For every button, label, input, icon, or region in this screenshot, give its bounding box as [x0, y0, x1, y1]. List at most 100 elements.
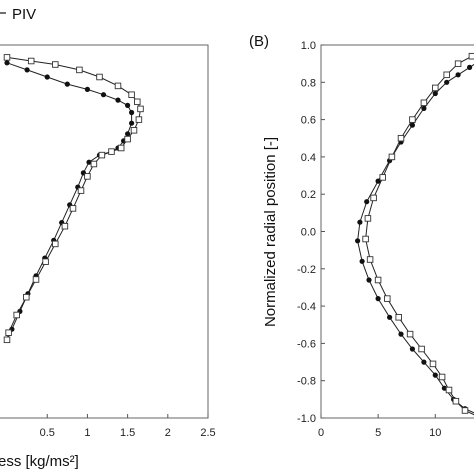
panel-a-series-2-point — [3, 336, 11, 344]
panel-b-x-tick-label: 5 — [375, 427, 381, 439]
panel-a-series-2-point — [69, 205, 77, 212]
panel-b-series-1-point — [375, 178, 381, 184]
panel-b-series-1-point — [409, 122, 415, 128]
panel-b-series-1-point — [432, 372, 438, 378]
panel-b-series-1-point — [359, 258, 365, 264]
panel-b-series-1-line — [357, 63, 474, 414]
panel-a-xlabel: ess [kg/ms²] — [0, 453, 79, 470]
panel-a-series-2-point — [117, 144, 125, 152]
panel-b-series-2-point — [461, 407, 469, 414]
panel-a-x-tick-label: 2.5 — [200, 427, 215, 439]
panel-a-x-tick-label: 0.5 — [40, 427, 55, 439]
panel-b-frame — [320, 44, 474, 419]
panel-b-y-tick-label: 0.0 — [301, 227, 316, 239]
panel-b-series-1-point — [398, 331, 404, 337]
panel-a-series-2-point — [52, 240, 59, 248]
panel-a-series-2-point — [77, 187, 85, 194]
panel-b-series-1-point — [409, 346, 415, 352]
panel-b-series-1-point — [366, 277, 372, 283]
panel-a-series-2-point — [23, 293, 30, 301]
panel-a-series-2-point — [135, 116, 143, 123]
panel-b-series-2-line — [365, 54, 474, 416]
panel-b-series-2-point — [443, 71, 450, 79]
panel-b-x-ticks: 0 5 10 — [318, 414, 441, 439]
panel-b-series-2-point — [438, 373, 446, 381]
panel-b-series-1-point — [355, 238, 361, 244]
panel-b-series-2-point — [445, 386, 453, 394]
panel-b-series — [355, 52, 474, 416]
panel-b-x-tick-label: 10 — [429, 427, 441, 439]
panel-b-y-tick-label: 0.4 — [301, 152, 316, 164]
panel-a-series-2-point — [114, 82, 122, 90]
panel-b-y-tick-label: 1.0 — [301, 40, 316, 52]
panel-a-series-1-point — [84, 86, 90, 92]
panel-a-x-tick-label: 1.5 — [120, 427, 135, 439]
panel-b-y-tick-label: 0.6 — [301, 115, 316, 127]
panel-b-series-2-point — [362, 235, 369, 243]
panel-b-series-1-point — [421, 105, 427, 111]
panel-b-y-tick-label: -0.4 — [297, 301, 316, 313]
panel-b-series-1-point — [387, 314, 393, 320]
panel-b-series-1-point — [467, 64, 473, 70]
panel-a-series-2-point — [76, 66, 83, 74]
panel-a-x-tick-label: 1 — [84, 427, 90, 439]
panel-a-series-2-point — [84, 173, 91, 180]
panel-a-series-2-point — [42, 258, 49, 265]
panel-b-y-tick-label: -1.0 — [297, 413, 316, 425]
panel-b-series-2-point — [454, 60, 462, 67]
panel-b-series-2-point — [379, 174, 386, 181]
panel-a-series-2-point — [134, 98, 141, 106]
panel-a-x-tick-label: 2 — [165, 427, 171, 439]
panel-a-series-2-point — [5, 329, 12, 336]
panel-b-series-1-point — [432, 90, 438, 97]
panel-a-series-1-point — [129, 120, 135, 126]
panel-a-series-1-point — [115, 97, 121, 103]
panel-b-series-2-point — [384, 295, 391, 302]
panel-a-series-2-point — [137, 105, 144, 113]
panel-b-series-2-point — [366, 256, 374, 263]
panel-b-series-2-point — [370, 194, 377, 202]
panel-a-series-1-point — [125, 131, 131, 137]
panel-b-series-2-point — [388, 153, 396, 161]
legend: PIV — [0, 6, 36, 23]
panel-a-series-1-point — [129, 109, 135, 116]
panel-a: 0.5 1 1.5 2 2.5 ess [kg/ms²] — [0, 44, 216, 470]
panel-a-series-1-point — [64, 81, 70, 87]
panel-a-series-1-point — [86, 159, 92, 165]
panel-a-series-2-point — [13, 311, 20, 319]
panel-b-series-1-point — [364, 199, 370, 205]
panel-a-series-1-point — [24, 67, 30, 73]
panel-b-series-1-point — [375, 296, 381, 302]
panel-a-series-2-point — [3, 54, 11, 61]
panel-a-series-2-point — [124, 135, 131, 143]
panel-b: (B) 1.0 0.8 0.6 0.4 0.2 0.0 -0.2 -0.4 -0.6 -0.8 -1… — [249, 33, 474, 439]
panel-b-series-2-point — [395, 314, 402, 321]
panel-b-series-1-point — [421, 359, 427, 365]
panel-a-series-2-point — [128, 91, 135, 98]
panel-a-x-ticks: 0.5 1 1.5 2 2.5 — [40, 414, 216, 439]
panel-b-series-2-point — [364, 215, 372, 222]
panel-a-series-2-point — [27, 57, 35, 65]
panel-b-series-2-point — [452, 397, 460, 405]
panel-a-series-2-point — [32, 276, 40, 283]
panel-a-frame — [0, 44, 209, 419]
panel-b-series-2-point — [468, 52, 474, 60]
panel-b-series-2-point — [409, 116, 416, 123]
panel-b-series-2-point — [397, 134, 405, 142]
panel-b-y-tick-label: -0.2 — [297, 264, 316, 276]
panel-b-series-2-point — [429, 360, 437, 368]
panel-b-series-1-point — [455, 72, 461, 78]
panel-b-series-2-point — [374, 276, 382, 284]
panel-a-series-2-point — [61, 222, 69, 230]
panel-b-ylabel: Normalized radial position [-] — [262, 137, 279, 327]
panel-b-y-tick-label: -0.6 — [297, 338, 316, 350]
panel-b-y-ticks: 1.0 0.8 0.6 0.4 0.2 0.0 -0.2 -0.4 -0.6 -0.8 -1.0 — [297, 40, 325, 425]
panel-b-series-2-point — [406, 330, 414, 338]
panel-a-series-2-point — [52, 61, 59, 68]
panel-a-series-2-point — [108, 148, 115, 155]
panel-b-x-tick-label: 0 — [318, 427, 324, 439]
panel-b-series-2-point — [418, 345, 425, 353]
panel-b-y-tick-label: 0.2 — [301, 189, 316, 201]
panel-a-series — [3, 54, 144, 344]
